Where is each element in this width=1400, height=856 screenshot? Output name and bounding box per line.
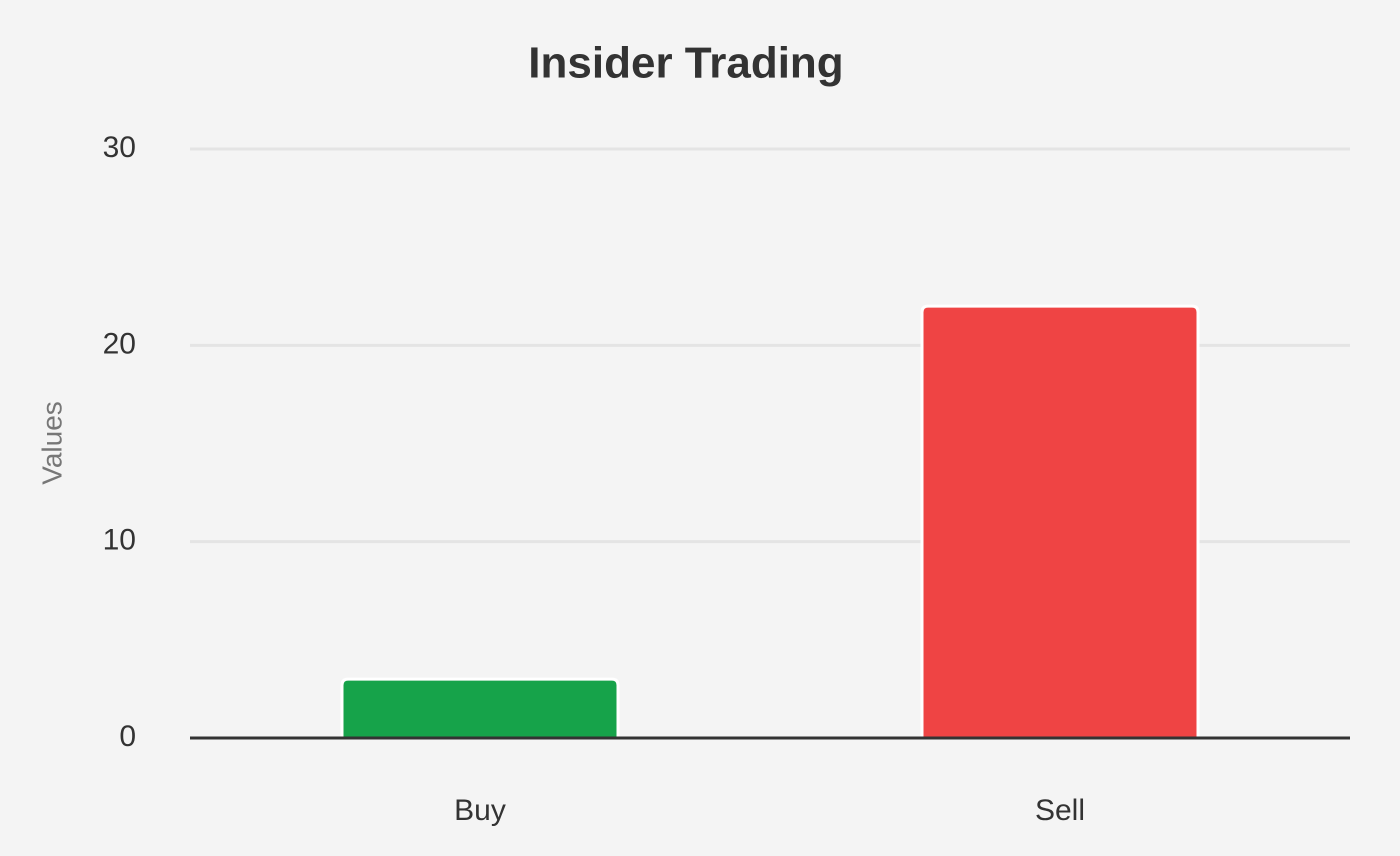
- bar: [340, 677, 620, 740]
- x-tick-label: Sell: [1035, 794, 1085, 827]
- y-tick-label: 10: [103, 524, 136, 557]
- y-tick-label: 0: [119, 720, 136, 753]
- x-tick-label: Buy: [454, 794, 506, 827]
- y-tick-label: 30: [103, 131, 136, 164]
- y-axis-label: Values: [36, 401, 67, 485]
- chart-title: Insider Trading: [528, 39, 843, 88]
- y-tick-label: 20: [103, 327, 136, 360]
- bar: [920, 304, 1200, 740]
